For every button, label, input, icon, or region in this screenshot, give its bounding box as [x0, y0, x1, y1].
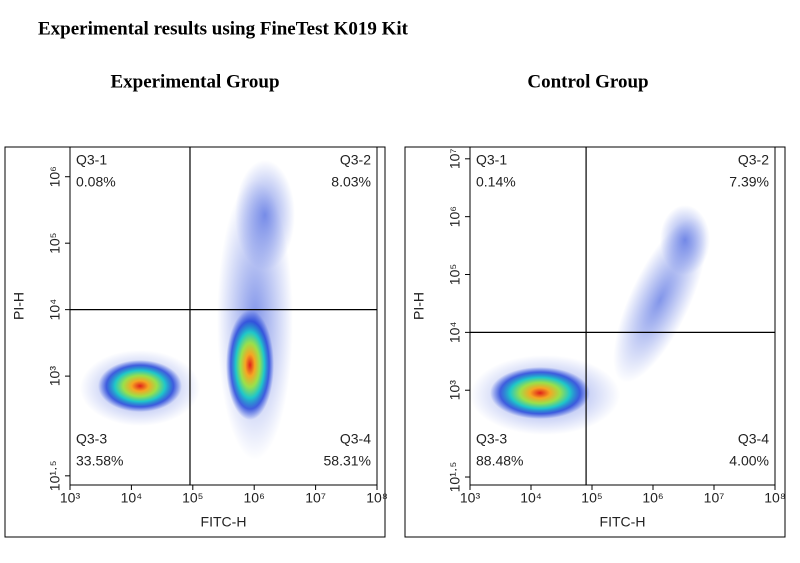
- quadrant-name: Q3-1: [76, 152, 107, 168]
- x-tick-label: 10⁴: [520, 490, 542, 506]
- quadrant-percent: 7.39%: [729, 174, 769, 190]
- quadrant-name: Q3-4: [340, 431, 371, 447]
- y-tick-label: 10⁶: [47, 166, 63, 187]
- x-tick-label: 10⁷: [704, 490, 725, 506]
- quadrant-name: Q3-3: [76, 431, 107, 447]
- quadrant-percent: 8.03%: [331, 174, 371, 190]
- quadrant-name: Q3-2: [738, 152, 769, 168]
- quadrant-name: Q3-2: [340, 152, 371, 168]
- y-tick-label: 10⁵: [447, 264, 463, 285]
- y-tick-label: 10³: [47, 366, 63, 387]
- panel-title: Experimental Group: [110, 71, 279, 92]
- plot-frame: [69, 146, 378, 486]
- x-tick-label: 10³: [460, 490, 481, 506]
- x-axis-label: FITC-H: [201, 514, 247, 530]
- x-tick-label: 10⁷: [305, 490, 326, 506]
- y-tick-label: 10¹·⁵: [47, 460, 63, 491]
- x-tick-label: 10³: [60, 490, 81, 506]
- y-tick-label: 10⁴: [447, 322, 463, 344]
- x-tick-label: 10⁴: [121, 490, 143, 506]
- x-tick-label: 10⁵: [182, 490, 203, 506]
- quadrant-percent: 0.14%: [476, 174, 516, 190]
- quadrant-percent: 33.58%: [76, 453, 123, 469]
- figure-title: Experimental results using FineTest K019…: [38, 18, 409, 39]
- y-tick-label: 10⁷: [447, 148, 463, 169]
- quadrant-name: Q3-1: [476, 152, 507, 168]
- panel-title: Control Group: [527, 71, 648, 92]
- x-tick-label: 10⁵: [581, 490, 602, 506]
- y-tick-label: 10¹·⁵: [447, 462, 463, 493]
- x-tick-label: 10⁸: [366, 490, 388, 506]
- y-axis-label: PI-H: [411, 292, 427, 320]
- quadrant-percent: 88.48%: [476, 453, 523, 469]
- y-tick-label: 10⁵: [47, 232, 63, 253]
- x-tick-label: 10⁸: [764, 490, 786, 506]
- x-tick-label: 10⁶: [244, 490, 265, 506]
- y-tick-label: 10⁴: [47, 299, 63, 321]
- y-axis-label: PI-H: [11, 292, 27, 320]
- quadrant-percent: 0.08%: [76, 174, 116, 190]
- quadrant-name: Q3-3: [476, 431, 507, 447]
- y-tick-label: 10³: [447, 380, 463, 401]
- quadrant-name: Q3-4: [738, 431, 769, 447]
- plot-frame: [469, 146, 776, 486]
- density-clouds: [80, 160, 710, 460]
- x-tick-label: 10⁶: [642, 490, 663, 506]
- quadrant-percent: 58.31%: [324, 453, 371, 469]
- x-axis-label: FITC-H: [600, 514, 646, 530]
- quadrant-percent: 4.00%: [729, 453, 769, 469]
- y-tick-label: 10⁶: [447, 206, 463, 227]
